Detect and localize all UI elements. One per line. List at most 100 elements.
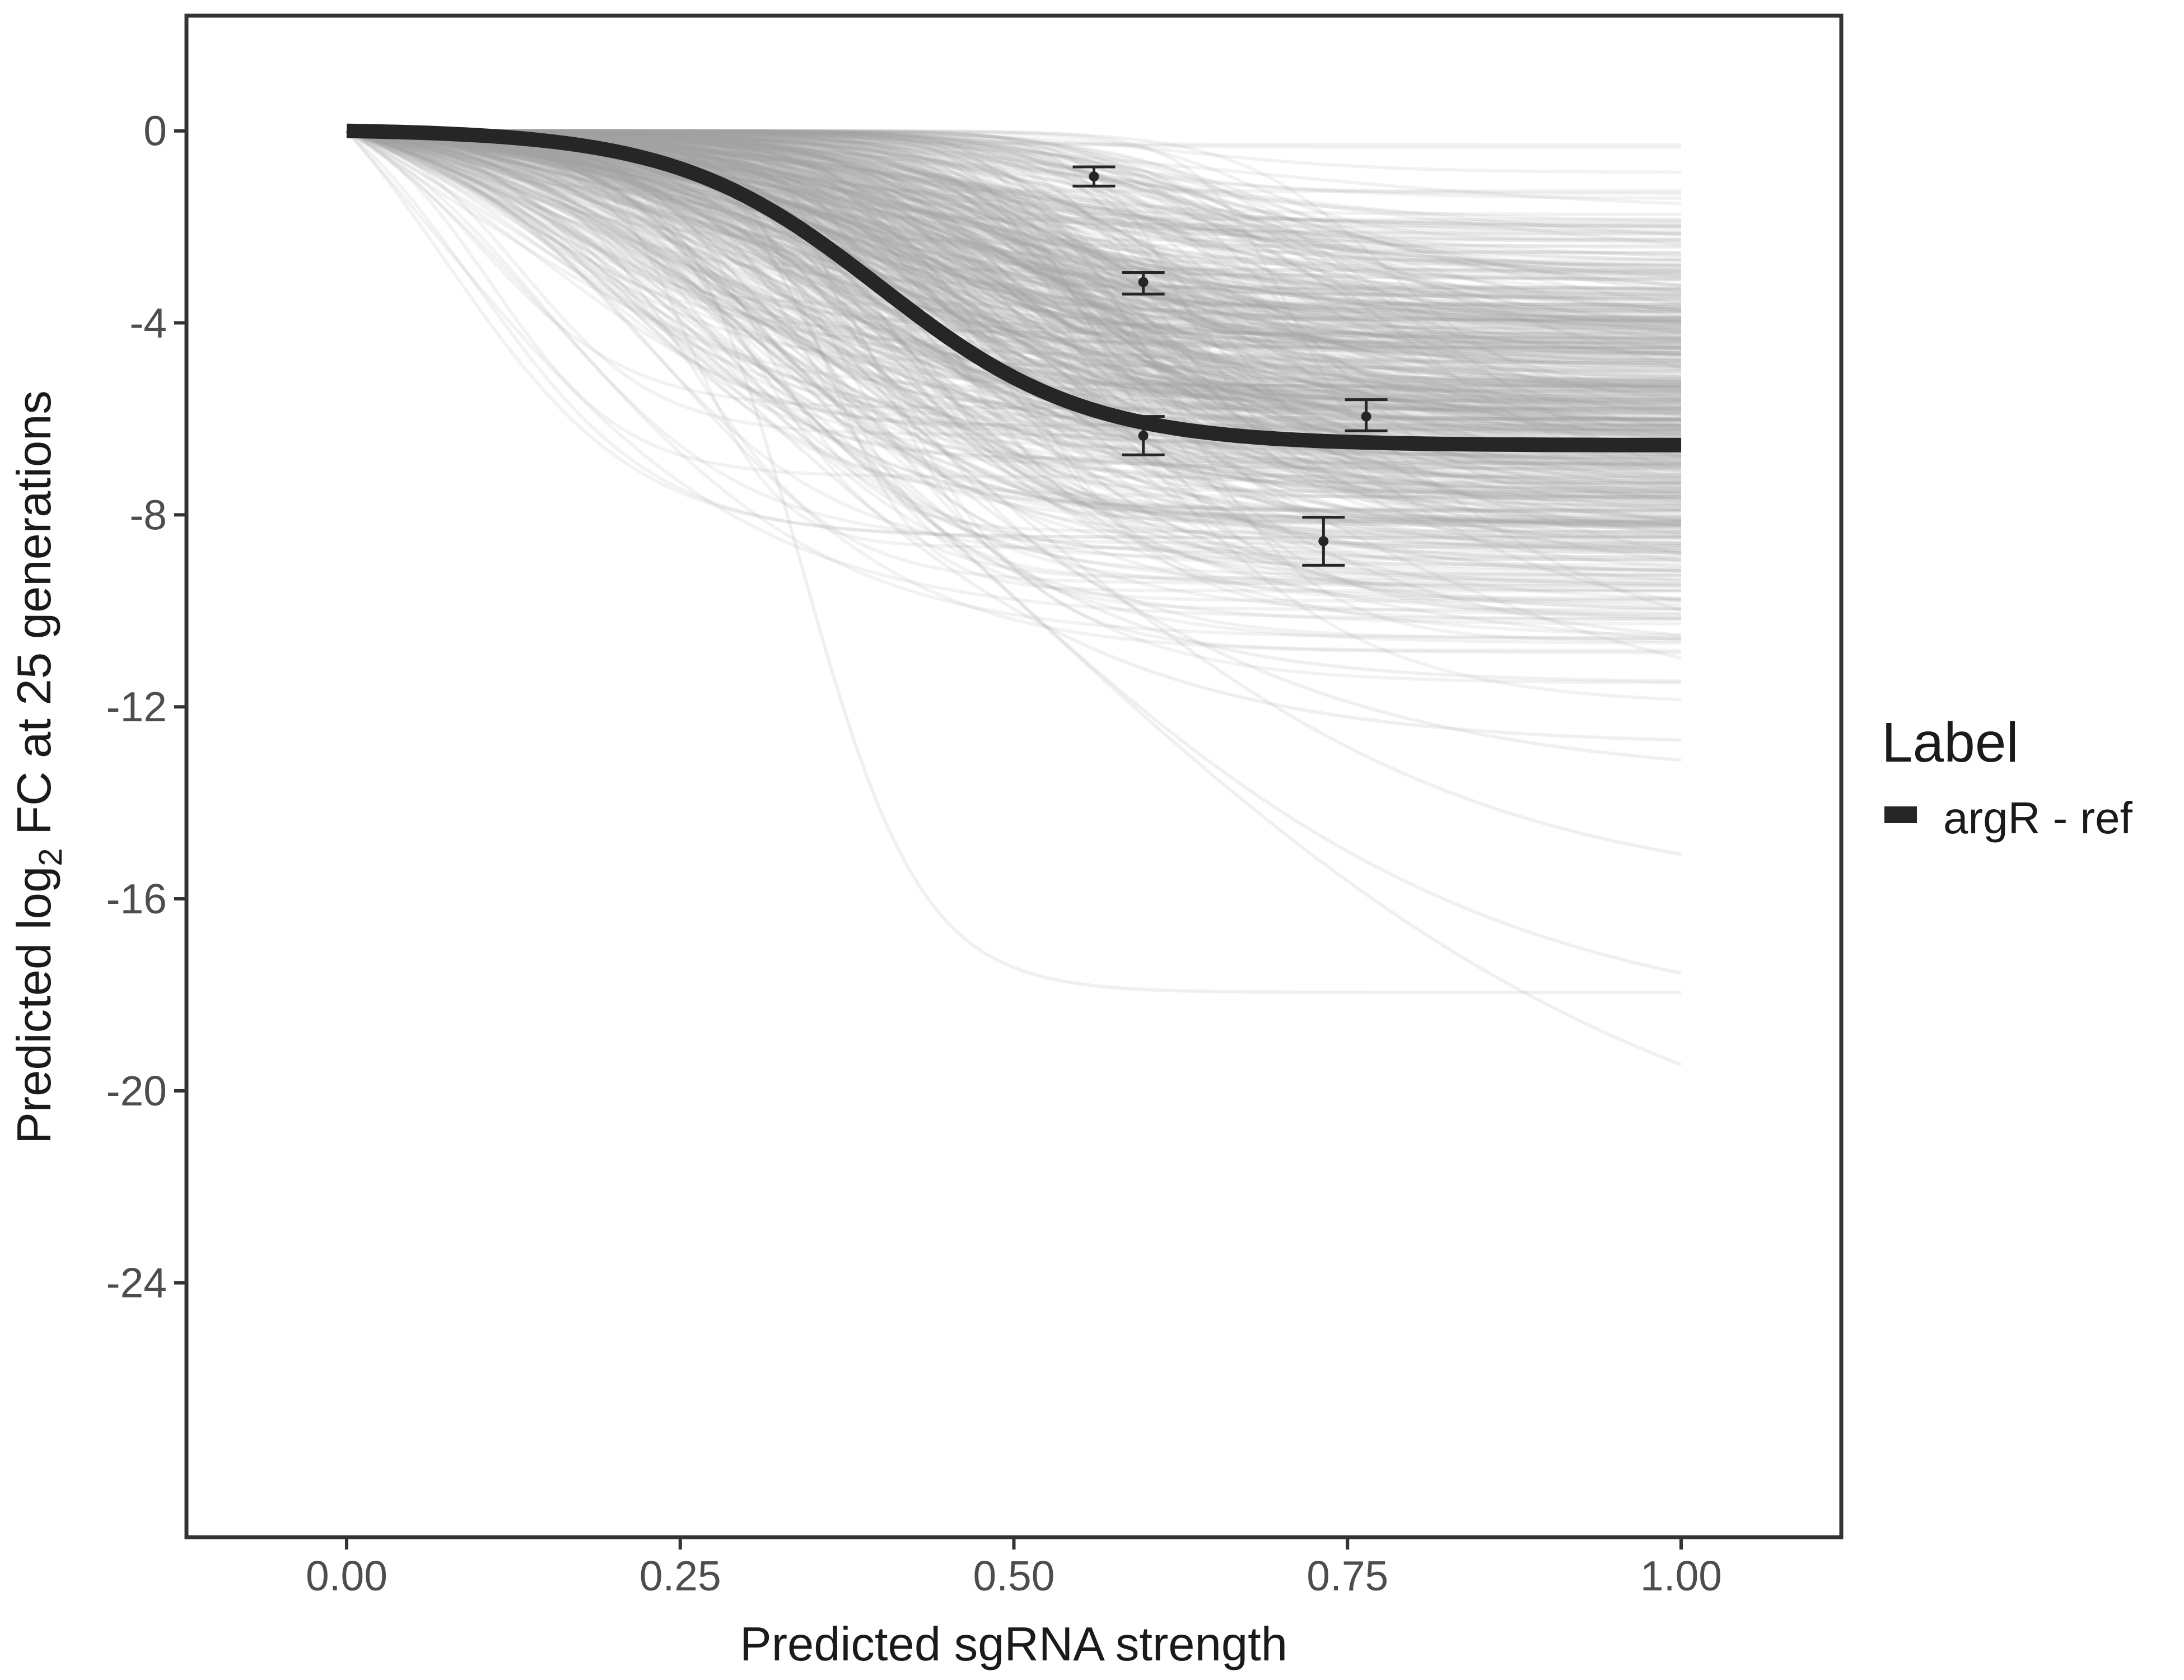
posterior-curve (347, 129, 1682, 324)
x-tick-label: 1.00 (1640, 1552, 1722, 1599)
posterior-curve (346, 129, 1682, 414)
posterior-curve (346, 129, 1681, 410)
posterior-curve (346, 129, 1682, 480)
posterior-curve (346, 129, 1682, 603)
posterior-curve (347, 129, 1682, 384)
posterior-curve (346, 129, 1681, 582)
posterior-curve (346, 129, 1682, 366)
posterior-curve (347, 129, 1682, 354)
posterior-curve (346, 129, 1681, 365)
posterior-curve (346, 129, 1682, 436)
posterior-curve (346, 129, 1682, 371)
posterior-curve (346, 129, 1682, 415)
posterior-curve (346, 129, 1682, 314)
legend-title: Label (1882, 711, 2019, 774)
posterior-curve (347, 129, 1681, 339)
posterior-curve (346, 129, 1681, 368)
posterior-curve (346, 129, 1682, 610)
posterior-curve (346, 129, 1682, 585)
posterior-curve (347, 129, 1681, 279)
posterior-curve (346, 129, 1681, 339)
posterior-curve (346, 129, 1682, 538)
posterior-curve (346, 129, 1682, 327)
posterior-curve (346, 129, 1681, 512)
posterior-curve (347, 129, 1682, 351)
posterior-curve (346, 129, 1682, 334)
posterior-curve (347, 129, 1681, 233)
posterior-curve (346, 129, 1682, 469)
posterior-curve (346, 129, 1681, 588)
posterior-curve (346, 129, 1681, 309)
posterior-curve (346, 129, 1682, 417)
posterior-curve (346, 129, 1682, 417)
posterior-curve (346, 129, 1682, 368)
posterior-curve-outlier (346, 129, 1682, 683)
posterior-curve (346, 129, 1681, 534)
observed-point-3 (1122, 415, 1165, 456)
posterior-curve (347, 129, 1681, 408)
posterior-curve (346, 129, 1682, 484)
posterior-curve (346, 129, 1681, 344)
posterior-curve (347, 129, 1681, 328)
posterior-curves (345, 129, 1682, 1066)
posterior-curve (346, 129, 1682, 553)
posterior-curve (347, 129, 1682, 270)
x-tick-label: 0.25 (640, 1552, 721, 1599)
posterior-curve (347, 129, 1681, 612)
posterior-curve (346, 129, 1682, 503)
posterior-curve (346, 129, 1682, 587)
posterior-curve (346, 129, 1682, 468)
posterior-curve (347, 129, 1682, 520)
posterior-curve (347, 129, 1682, 500)
posterior-curve (347, 129, 1681, 306)
posterior-curve (346, 129, 1682, 492)
posterior-curve (346, 129, 1681, 423)
posterior-curve (346, 129, 1682, 582)
posterior-curve (346, 129, 1682, 323)
posterior-curve (347, 129, 1681, 350)
posterior-curve (346, 129, 1682, 433)
posterior-curve (346, 129, 1681, 385)
posterior-curve (346, 129, 1682, 489)
posterior-curve (347, 129, 1681, 344)
posterior-curve (346, 129, 1681, 351)
posterior-curve (346, 129, 1682, 467)
posterior-curve (347, 129, 1681, 403)
posterior-curve (346, 129, 1681, 372)
posterior-curve (346, 129, 1682, 394)
posterior-curve (346, 129, 1682, 573)
posterior-curve (346, 129, 1682, 518)
posterior-curve (346, 129, 1682, 481)
posterior-curve (346, 129, 1682, 466)
posterior-curve (346, 129, 1682, 612)
posterior-curve (346, 129, 1682, 413)
posterior-curve (347, 129, 1682, 531)
posterior-curve (346, 129, 1682, 592)
posterior-curve (346, 129, 1681, 323)
posterior-curve (347, 129, 1682, 287)
posterior-curve-outlier (346, 129, 1682, 1066)
posterior-curve (347, 129, 1681, 382)
posterior-curve (346, 129, 1682, 384)
posterior-curve (346, 129, 1681, 428)
posterior-curve (346, 129, 1682, 611)
posterior-curve (346, 129, 1681, 321)
posterior-curve (346, 129, 1682, 405)
posterior-curve (346, 129, 1681, 561)
posterior-curve (346, 129, 1682, 320)
posterior-curve (347, 129, 1682, 287)
posterior-curve (346, 129, 1682, 461)
posterior-curve (346, 129, 1681, 417)
posterior-curve (346, 129, 1682, 428)
posterior-curve-outlier (346, 129, 1682, 975)
posterior-curve (346, 129, 1682, 224)
y-tick-label: -12 (106, 683, 167, 730)
posterior-curve (346, 129, 1681, 357)
posterior-curve (347, 129, 1681, 365)
posterior-curve (346, 129, 1682, 442)
posterior-curve (346, 129, 1682, 527)
posterior-curve (346, 129, 1682, 334)
posterior-curve (346, 129, 1682, 524)
posterior-curve (346, 129, 1681, 549)
posterior-curve (346, 129, 1682, 556)
